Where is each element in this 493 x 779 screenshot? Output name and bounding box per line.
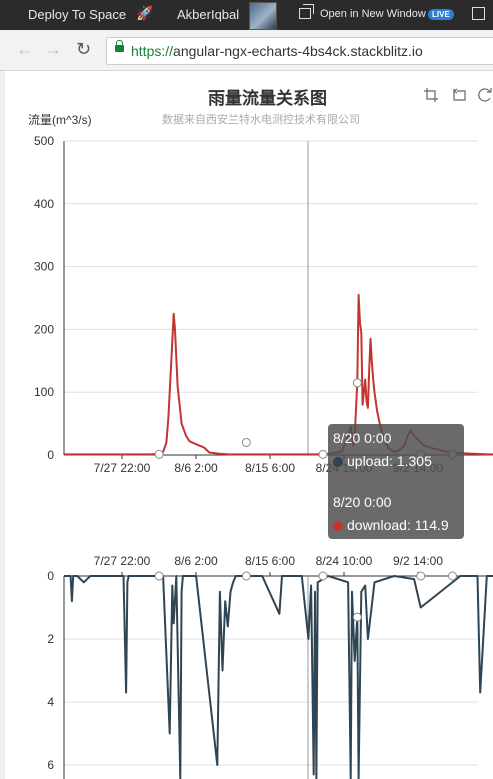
- live-badge: LIVE: [428, 9, 454, 20]
- chart-title: 雨量流量关系图: [208, 89, 327, 108]
- chart-tooltip: 8/20 0:00 upload: 1.305 8/20 0:00 downlo…: [328, 424, 464, 539]
- tooltip-upload-row: upload: 1.305: [333, 453, 432, 469]
- preview-left-edge: [0, 71, 5, 779]
- deploy-button[interactable]: Deploy To Space: [28, 7, 127, 22]
- forward-arrow-icon[interactable]: →: [44, 39, 62, 59]
- reload-icon[interactable]: ↻: [76, 39, 92, 59]
- zoom-reset-icon[interactable]: [452, 88, 466, 102]
- tooltip-upload-text: upload: 1.305: [347, 453, 432, 469]
- url-host: angular-ngx-echarts-4bs4ck.stackblitz.io: [173, 43, 423, 59]
- open-in-new-window-link[interactable]: Open in New Window: [320, 8, 426, 20]
- tooltip-download-date: 8/20 0:00: [333, 494, 392, 510]
- tooltip-download-text: download: 114.9: [347, 517, 449, 533]
- upload-legend-dot: [333, 457, 343, 467]
- username-label[interactable]: AkberIqbal: [177, 7, 240, 22]
- address-bar: ← → ↻ https://angular-ngx-echarts-4bs4ck…: [0, 30, 493, 71]
- zoom-icon[interactable]: [424, 88, 438, 102]
- lock-icon: [115, 40, 124, 52]
- tooltip-upload-date: 8/20 0:00: [333, 430, 392, 446]
- tooltip-download-row: download: 114.9: [333, 517, 449, 533]
- stackblitz-topbar: Deploy To Space 🚀 AkberIqbal Open in New…: [0, 0, 493, 30]
- download-legend-dot: [333, 521, 343, 531]
- url-text: https://angular-ngx-echarts-4bs4ck.stack…: [131, 43, 423, 59]
- exit-icon[interactable]: [472, 7, 485, 20]
- url-scheme: https://: [131, 43, 174, 59]
- back-arrow-icon[interactable]: ←: [16, 39, 34, 59]
- url-field[interactable]: https://angular-ngx-echarts-4bs4ck.stack…: [106, 37, 493, 65]
- chart-subtitle: 数据来自西安兰特水电测控技术有限公司: [162, 114, 360, 126]
- new-window-icon[interactable]: [299, 4, 314, 19]
- avatar[interactable]: [249, 2, 277, 30]
- y-axis-label: 流量(m^3/s): [28, 113, 92, 127]
- rocket-icon: 🚀: [136, 5, 154, 21]
- restore-icon[interactable]: [478, 88, 492, 102]
